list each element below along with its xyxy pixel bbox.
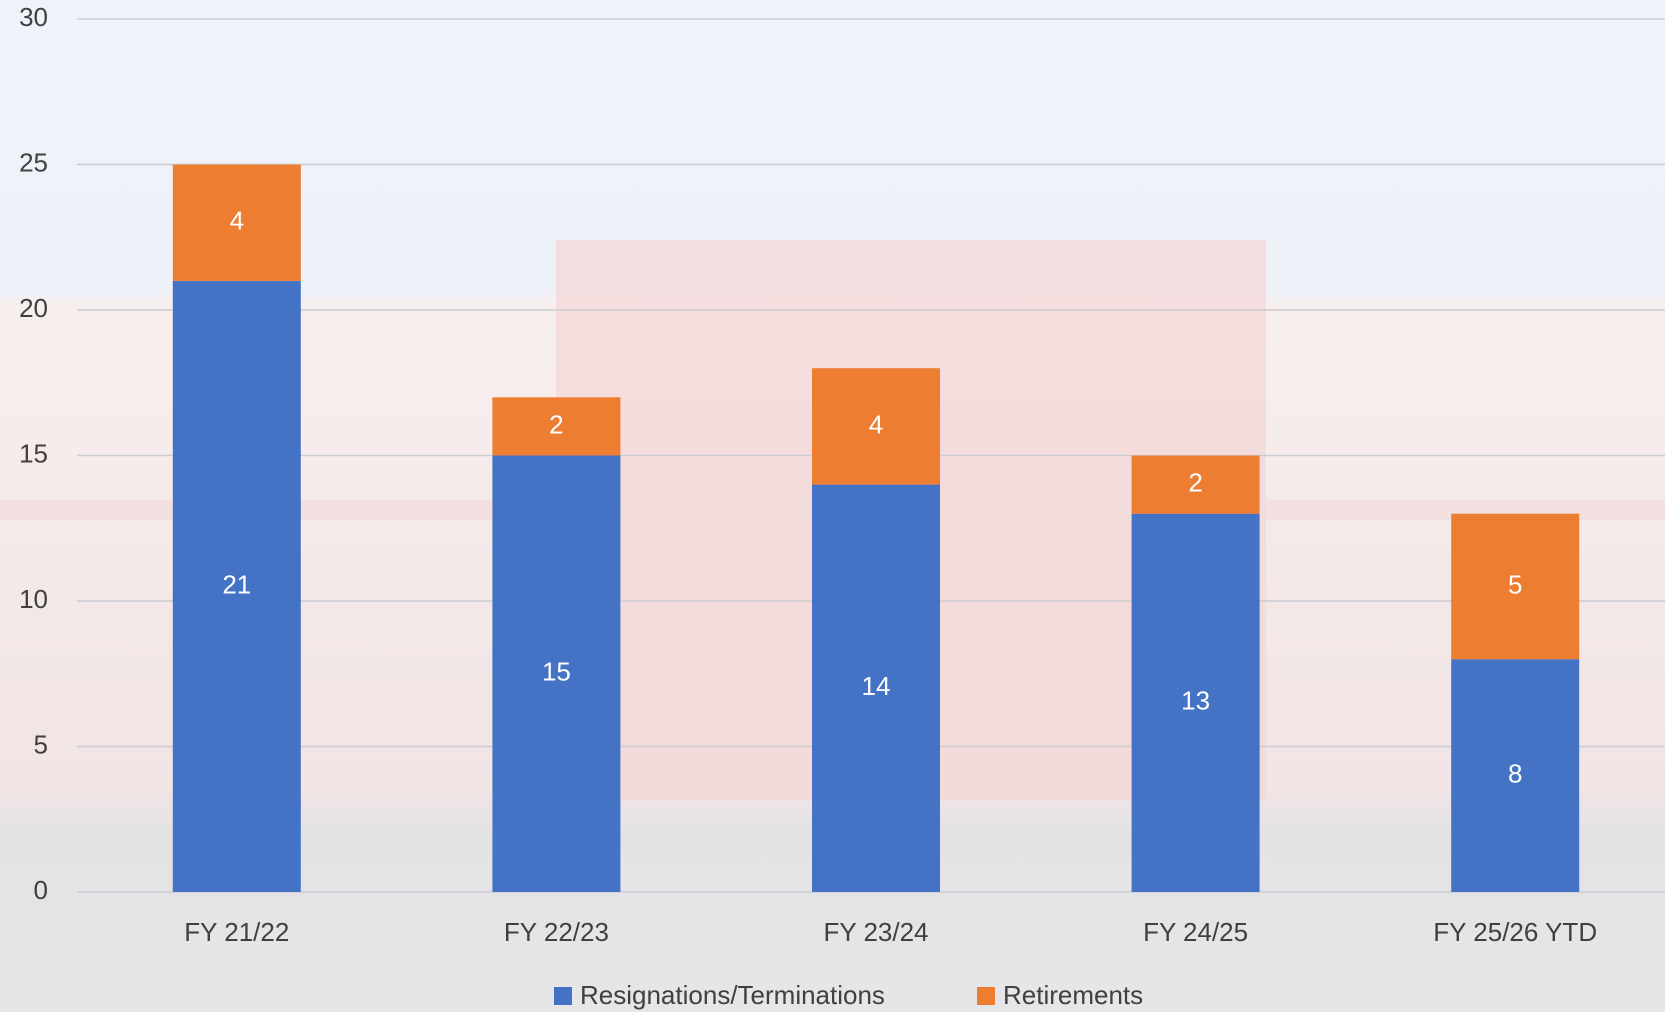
legend-label: Retirements [1003,980,1143,1010]
y-tick-label: 0 [34,875,48,905]
legend-swatch [554,987,572,1005]
legend-swatch [977,987,995,1005]
data-label: 4 [230,206,244,236]
data-label: 14 [862,671,891,701]
data-label: 21 [222,569,251,599]
x-tick-label: FY 24/25 [1143,917,1248,947]
x-tick-label: FY 23/24 [823,917,928,947]
data-label: 2 [549,409,563,439]
chart: 051015202530214FY 21/22152FY 22/23144FY … [0,0,1665,1012]
data-label: 13 [1181,686,1210,716]
y-tick-label: 25 [19,147,48,177]
x-tick-label: FY 22/23 [504,917,609,947]
y-tick-label: 5 [34,729,48,759]
data-label: 5 [1508,569,1522,599]
y-tick-label: 10 [19,584,48,614]
x-tick-label: FY 25/26 YTD [1433,917,1597,947]
y-tick-label: 20 [19,293,48,323]
y-tick-label: 15 [19,438,48,468]
data-label: 4 [869,409,883,439]
y-tick-label: 30 [19,2,48,32]
x-tick-label: FY 21/22 [184,917,289,947]
data-label: 15 [542,657,571,687]
legend-label: Resignations/Terminations [580,980,885,1010]
data-label: 2 [1188,467,1202,497]
data-label: 8 [1508,758,1522,788]
